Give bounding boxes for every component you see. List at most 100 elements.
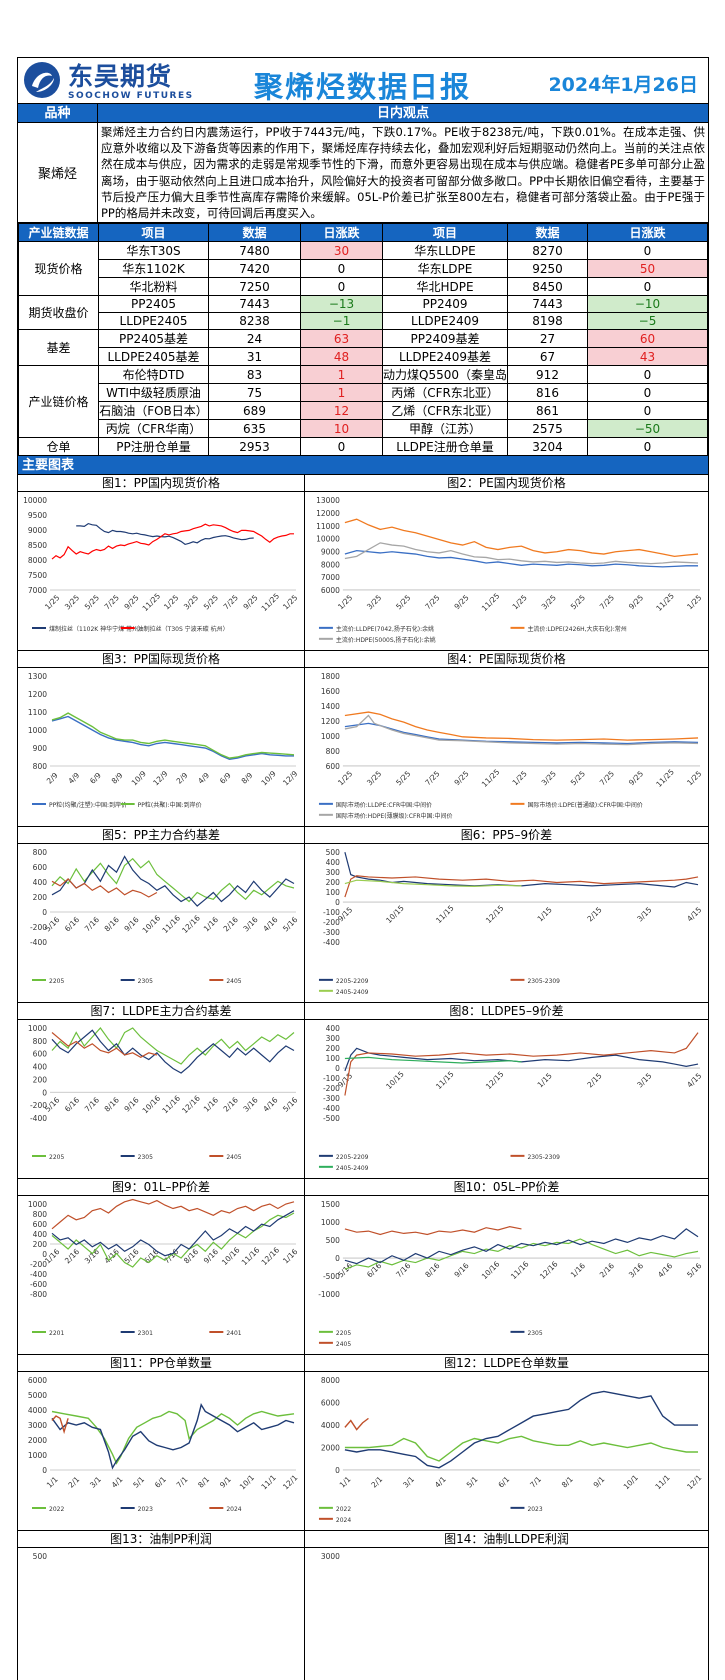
charts-grid: 图1：PP国内现货价格 10000 9500 9000 8500 8000 7500 7000… xyxy=(18,475,708,1680)
legend-label: 2024 xyxy=(336,1517,351,1524)
x-tick-label: 9/25 xyxy=(122,593,140,611)
x-tick-label: 3/25 xyxy=(540,593,558,611)
item-change: 1 xyxy=(300,383,383,403)
x-tick-label: 7/25 xyxy=(598,769,616,787)
x-tick-label: 5/25 xyxy=(202,593,220,611)
y-tick-label: 200 xyxy=(33,1076,48,1085)
x-tick-label: 9/16 xyxy=(202,1247,220,1265)
x-tick-label: 3/16 xyxy=(83,1247,101,1265)
x-tick-label: 3/25 xyxy=(540,769,558,787)
y-tick-label: 200 xyxy=(326,1044,341,1053)
series-line xyxy=(344,1390,699,1469)
table-header-row: 产业链数据 项目 数据 日涨跌 项目 数据 日涨跌 xyxy=(18,223,708,243)
x-tick-label: 1/25 xyxy=(511,769,529,787)
chart-title: 图2：PE国内现货价格 xyxy=(305,475,708,493)
y-tick-label: 600 xyxy=(33,863,48,872)
y-tick-label: 7500 xyxy=(28,571,47,580)
item-change: 0 xyxy=(587,383,708,403)
y-tick-label: -400 xyxy=(30,1270,47,1279)
variety-label: 聚烯烃 xyxy=(18,123,98,223)
item-name: LLDPE注册仓单量 xyxy=(382,437,508,457)
x-tick-label: 3/1 xyxy=(401,1475,416,1490)
series-line xyxy=(344,1435,699,1462)
x-tick-label: 7/25 xyxy=(598,593,616,611)
table-header-cell: 产业链数据 xyxy=(18,223,99,243)
y-tick-label: 0 xyxy=(335,1254,340,1263)
chart-title: 图6：PP5–9价差 xyxy=(305,827,708,845)
x-tick-label: 3/16 xyxy=(241,1095,259,1113)
y-tick-label: -300 xyxy=(323,928,340,937)
x-tick-label: 1/1 xyxy=(338,1475,353,1490)
chart-panel: 图8：LLDPE5–9价差 400 300 200 100 0 -100 -200 -300 -4… xyxy=(305,1003,708,1180)
chart-title: 图3：PP国际现货价格 xyxy=(18,651,304,669)
table-row: LLDPE2405 8238 −1 LLDPE2409 8198 −5 xyxy=(19,312,708,331)
item-name: 甲醇（江苏） xyxy=(382,419,508,439)
y-tick-label: 0 xyxy=(42,1250,47,1259)
chart-title: 图4：PE国际现货价格 xyxy=(305,651,708,669)
chart-panel: 图3：PP国际现货价格 1300 1200 1100 1000 900 800 2/9 4/9 6… xyxy=(18,651,305,828)
x-tick-label: 12/9 xyxy=(281,769,299,787)
y-tick-label: 100 xyxy=(326,1054,341,1063)
x-tick-label: 9/16 xyxy=(122,1095,140,1113)
item-change: 0 xyxy=(587,365,708,385)
chart-title: 图9：01L–PP价差 xyxy=(18,1179,304,1197)
x-tick-label: 12/16 xyxy=(260,1245,282,1267)
legend-label: 2023 xyxy=(138,1506,153,1513)
table-header-cell: 数据 xyxy=(208,223,301,243)
item-name: PP2409基差 xyxy=(382,329,508,349)
y-tick-label: 10000 xyxy=(23,496,47,505)
x-tick-label: 3/16 xyxy=(241,915,259,933)
y-tick-label: 13000 xyxy=(316,496,340,505)
x-tick-label: 11/25 xyxy=(654,591,676,613)
item-value: 31 xyxy=(208,347,301,367)
x-tick-label: 7/16 xyxy=(83,1095,101,1113)
x-tick-label: 2/1 xyxy=(66,1475,81,1490)
table-header-cell: 日涨跌 xyxy=(587,223,708,243)
chart-panel: 图11：PP仓单数量 6000 5000 4000 3000 2000 1000 0 1/1 2/… xyxy=(18,1355,305,1532)
item-name: 石脑油（FOB日本） xyxy=(98,401,209,421)
series-line xyxy=(344,550,699,568)
chart-title: 图11：PP仓单数量 xyxy=(18,1355,304,1373)
y-tick-label: -200 xyxy=(323,1084,340,1093)
x-tick-label: 1/1 xyxy=(45,1475,60,1490)
y-tick-label: 7000 xyxy=(28,586,47,595)
x-tick-label: 10/16 xyxy=(480,1259,502,1281)
x-tick-label: 5/16 xyxy=(685,1261,703,1279)
x-tick-label: 12/9 xyxy=(151,769,169,787)
y-tick-label: 9000 xyxy=(28,526,47,535)
legend-label: 2305 xyxy=(138,1154,153,1161)
x-tick-label: 10/16 xyxy=(141,1094,163,1116)
table-row: WTI中级轻质原油 75 1 丙烯（CFR东北亚） 816 0 xyxy=(19,383,708,403)
item-change: −13 xyxy=(300,295,383,314)
x-tick-label: 1/16 xyxy=(202,1095,220,1113)
item-change: 1 xyxy=(300,365,383,385)
company-logo: 东吴期货 SOOCHOW FUTURES xyxy=(24,62,194,102)
y-tick-label: 1400 xyxy=(321,702,340,711)
y-tick-label: 8000 xyxy=(321,1376,340,1385)
x-tick-label: 1/25 xyxy=(511,593,529,611)
table-header-cell: 日涨跌 xyxy=(300,223,383,243)
x-tick-label: 5/16 xyxy=(336,1261,354,1279)
series-line xyxy=(344,1228,699,1265)
item-value: 8198 xyxy=(507,312,588,331)
legend-label: 2305-2309 xyxy=(527,978,560,985)
series-line xyxy=(51,715,294,761)
x-tick-label: 10/1 xyxy=(238,1473,256,1491)
chart-svg: 500 xyxy=(33,1552,48,1561)
y-tick-label: 400 xyxy=(326,1024,341,1033)
table-header-cell: 项目 xyxy=(98,223,209,243)
x-tick-label: 1/25 xyxy=(685,593,703,611)
item-value: 8270 xyxy=(507,241,588,261)
x-tick-label: 5/25 xyxy=(394,593,412,611)
chart-title: 图7：LLDPE主力合约基差 xyxy=(18,1003,304,1021)
x-tick-label: 5/25 xyxy=(569,769,587,787)
x-tick-label: 10/16 xyxy=(141,913,163,935)
item-name: PP注册仓单量 xyxy=(98,437,209,457)
item-change: 60 xyxy=(587,329,708,349)
x-tick-label: 7/1 xyxy=(528,1475,543,1490)
report-title: 聚烯烃数据日报 xyxy=(254,70,472,104)
y-tick-label: 1000 xyxy=(28,1451,47,1460)
item-change: 0 xyxy=(587,241,708,261)
